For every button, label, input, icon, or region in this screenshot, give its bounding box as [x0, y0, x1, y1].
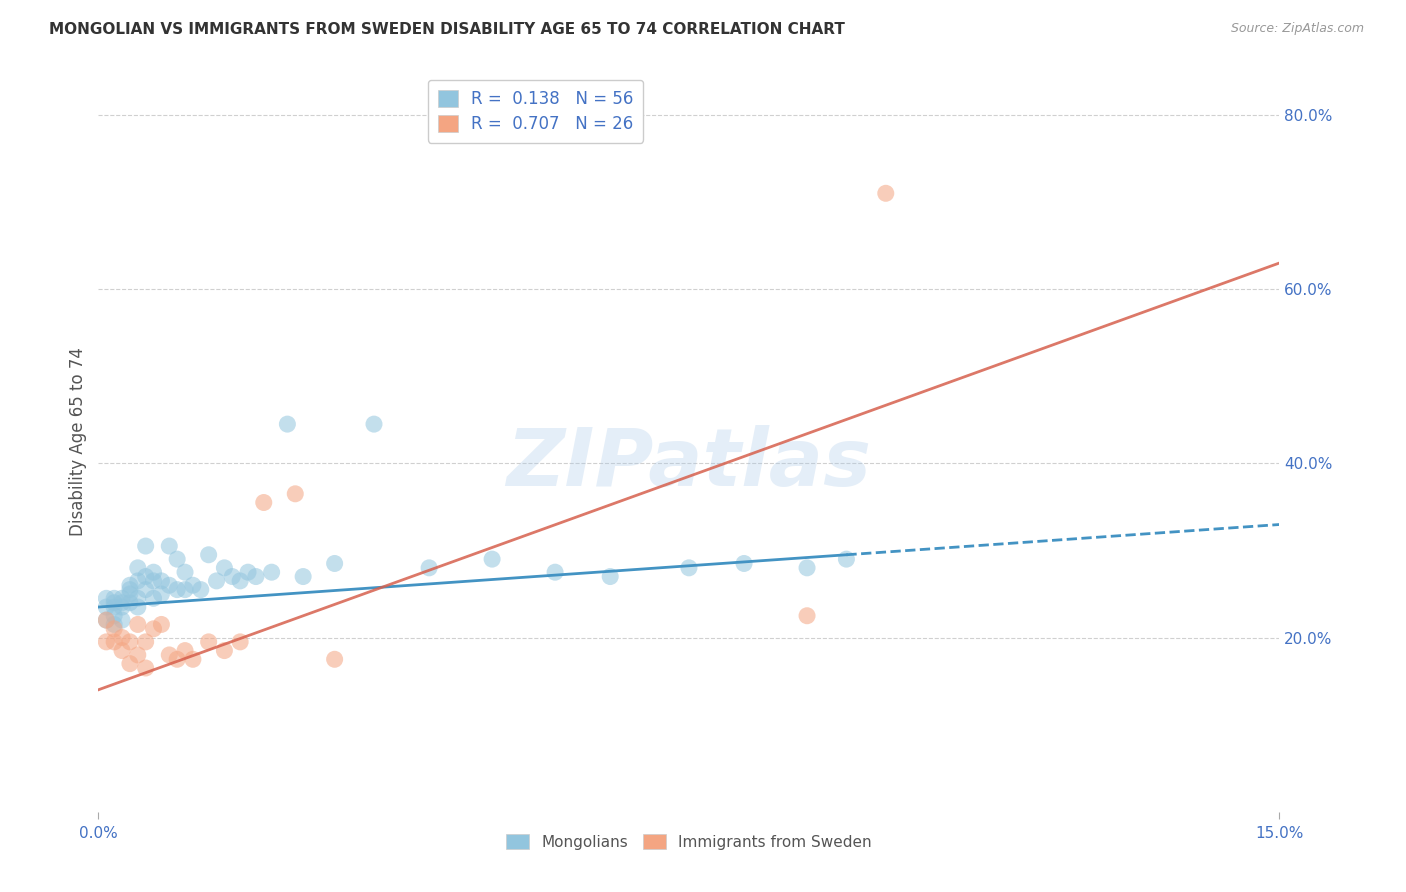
Point: [157, 578, 180, 592]
Point: [118, 596, 141, 610]
Point: [127, 574, 149, 588]
Point: [197, 548, 219, 562]
Point: [142, 565, 165, 579]
Point: [150, 617, 173, 632]
Point: [142, 622, 165, 636]
Point: [150, 587, 173, 601]
Point: [103, 617, 125, 632]
Point: [236, 565, 259, 579]
Point: [96, 635, 118, 649]
Point: [157, 648, 180, 662]
Point: [96, 600, 118, 615]
Point: [292, 569, 315, 583]
Point: [796, 608, 818, 623]
Point: [142, 574, 165, 588]
Point: [181, 578, 204, 592]
Point: [127, 648, 149, 662]
Point: [323, 557, 346, 571]
Point: [111, 631, 134, 645]
Point: [103, 596, 125, 610]
Point: [118, 657, 141, 671]
Point: [181, 652, 204, 666]
Point: [118, 635, 141, 649]
Point: [103, 635, 125, 649]
Point: [205, 574, 228, 588]
Point: [875, 186, 897, 201]
Point: [174, 643, 197, 657]
Point: [142, 591, 165, 606]
Point: [157, 539, 180, 553]
Point: [418, 561, 440, 575]
Y-axis label: Disability Age 65 to 74: Disability Age 65 to 74: [69, 347, 87, 536]
Point: [221, 569, 243, 583]
Point: [118, 582, 141, 597]
Point: [835, 552, 858, 566]
Point: [276, 417, 298, 431]
Point: [214, 643, 236, 657]
Point: [96, 613, 118, 627]
Point: [214, 561, 236, 575]
Point: [127, 591, 149, 606]
Point: [127, 600, 149, 615]
Point: [103, 600, 125, 615]
Point: [678, 561, 700, 575]
Point: [135, 582, 157, 597]
Point: [166, 552, 188, 566]
Point: [111, 600, 134, 615]
Point: [796, 561, 818, 575]
Point: [118, 578, 141, 592]
Point: [135, 569, 157, 583]
Point: [135, 539, 157, 553]
Point: [118, 587, 141, 601]
Point: [323, 652, 346, 666]
Point: [544, 565, 567, 579]
Point: [166, 652, 188, 666]
Point: [103, 608, 125, 623]
Point: [190, 582, 212, 597]
Point: [284, 487, 307, 501]
Point: [197, 635, 219, 649]
Point: [96, 591, 118, 606]
Point: [111, 591, 134, 606]
Point: [111, 596, 134, 610]
Point: [135, 635, 157, 649]
Point: [166, 582, 188, 597]
Point: [229, 635, 252, 649]
Point: [111, 643, 134, 657]
Point: [103, 591, 125, 606]
Point: [733, 557, 755, 571]
Point: [481, 552, 503, 566]
Point: [174, 565, 197, 579]
Legend: Mongolians, Immigrants from Sweden: Mongolians, Immigrants from Sweden: [501, 828, 877, 856]
Text: ZIPatlas: ZIPatlas: [506, 425, 872, 503]
Point: [229, 574, 252, 588]
Point: [599, 569, 621, 583]
Point: [363, 417, 385, 431]
Point: [260, 565, 283, 579]
Point: [150, 574, 173, 588]
Point: [135, 661, 157, 675]
Point: [96, 613, 118, 627]
Point: [174, 582, 197, 597]
Point: [245, 569, 267, 583]
Point: [111, 613, 134, 627]
Point: [127, 561, 149, 575]
Point: [253, 495, 276, 509]
Point: [103, 622, 125, 636]
Text: MONGOLIAN VS IMMIGRANTS FROM SWEDEN DISABILITY AGE 65 TO 74 CORRELATION CHART: MONGOLIAN VS IMMIGRANTS FROM SWEDEN DISA…: [49, 22, 845, 37]
Point: [127, 617, 149, 632]
Text: Source: ZipAtlas.com: Source: ZipAtlas.com: [1230, 22, 1364, 36]
